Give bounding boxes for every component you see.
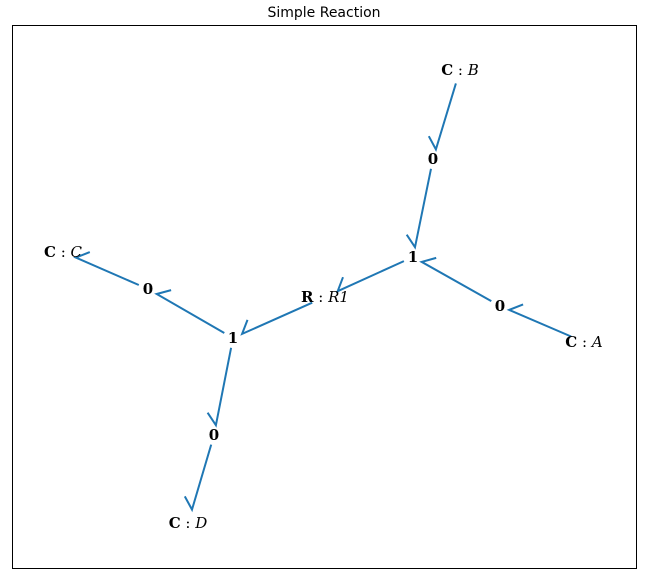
diagram-title: Simple Reaction — [267, 5, 381, 21]
node-ca-label: C : A — [565, 333, 603, 351]
bond-o1-z3 — [154, 289, 225, 334]
bond-z1-o2 — [405, 168, 432, 250]
bond-o2-r1 — [335, 260, 405, 294]
bond-cb-z1 — [427, 83, 457, 152]
node-z1-label: 0 — [428, 150, 438, 168]
bond-z4-cd — [183, 444, 213, 513]
node-z3-label: 0 — [143, 280, 153, 298]
node-z2-label: 0 — [495, 297, 505, 315]
bonds-layer — [73, 83, 572, 513]
node-o1-label: 1 — [228, 329, 238, 347]
plot-frame — [12, 25, 637, 569]
node-o2-label: 1 — [408, 248, 418, 266]
node-cd-label: C : D — [169, 514, 208, 532]
node-cc-label: C : C — [44, 243, 83, 261]
bond-z3-cc — [73, 251, 140, 286]
node-cb-label: C : B — [441, 61, 479, 79]
node-r1-label: R : R1 — [301, 288, 349, 306]
bond-r1-o1 — [240, 301, 313, 336]
bond-o1-z4 — [206, 347, 233, 428]
labels-layer: C : B 0 1 0 C : A R : R1 1 0 C : C 0 C : D — [44, 61, 603, 532]
bond-ca-z2 — [506, 303, 572, 338]
bond-z2-o2 — [419, 256, 492, 302]
node-z4-label: 0 — [209, 426, 219, 444]
